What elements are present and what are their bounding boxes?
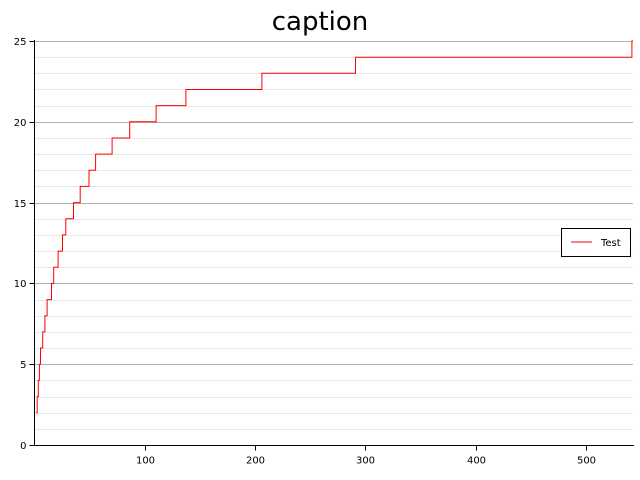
y-tick-label-10: 10 [14,279,27,290]
axes-layer [34,40,634,446]
legend-label-test: Test [600,238,621,249]
grid-layer [35,41,633,430]
y-tick-label-5: 5 [20,360,26,371]
y-tick-label-20: 20 [14,118,27,129]
y-tick-label-15: 15 [14,199,27,210]
series-line-test [36,40,633,414]
chart-title: caption [272,7,369,37]
ticks-layer: 0 5 10 15 20 25 100 200 300 400 500 [14,37,596,467]
y-tick-label-25: 25 [14,37,27,48]
series-layer [36,40,633,414]
x-tick-label-200: 200 [246,456,265,467]
x-tick-label-500: 500 [577,456,596,467]
x-tick-label-300: 300 [356,456,375,467]
y-tick-label-0: 0 [20,441,26,452]
legend: Test [561,228,631,257]
x-tick-label-100: 100 [136,456,155,467]
x-tick-label-400: 400 [467,456,486,467]
